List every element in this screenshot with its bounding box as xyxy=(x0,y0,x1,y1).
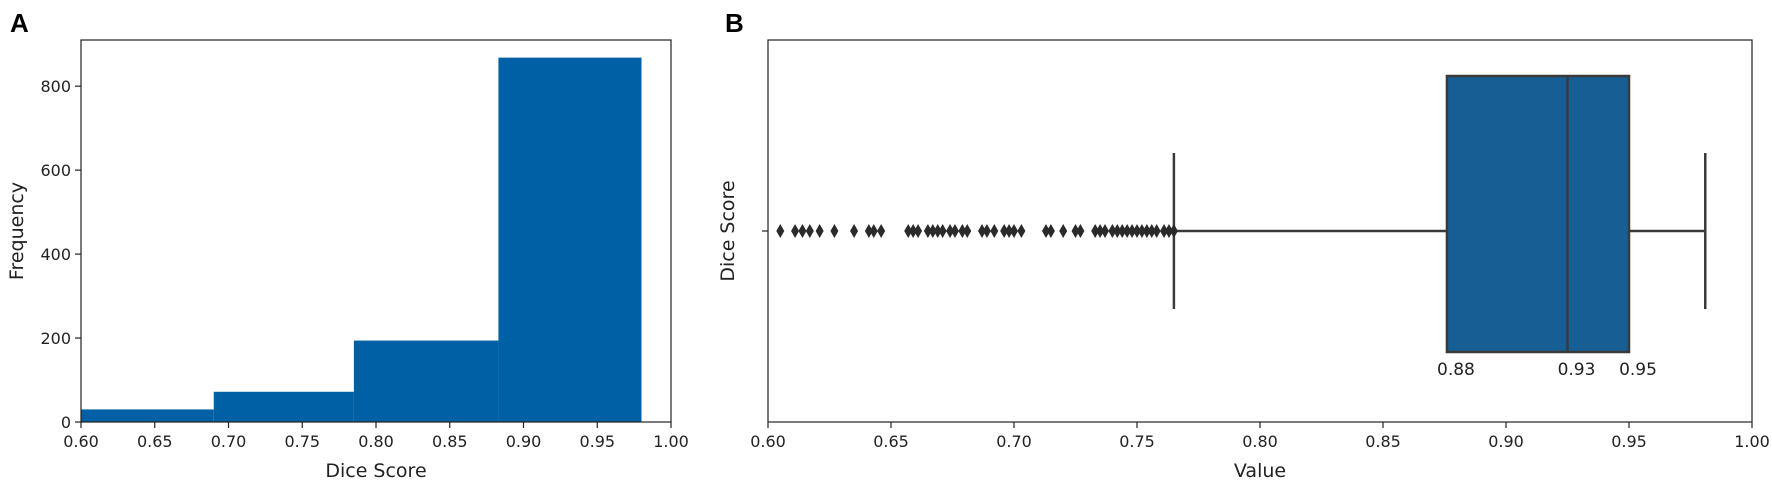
histogram-x-tick-label: 0.85 xyxy=(432,432,468,451)
boxplot-outlier-point xyxy=(830,224,839,238)
boxplot-chart: 0.60 0.65 0.70 0.75 0.80 0.85 0.90 0.95 1.00 Dic… xyxy=(717,39,1770,482)
histogram-x-tick-label: 0.95 xyxy=(579,432,615,451)
boxplot-outlier-point xyxy=(1152,224,1161,238)
boxplot-x-tick-label: 0.90 xyxy=(1488,432,1524,451)
histogram-bar xyxy=(498,57,642,422)
boxplot-outlier-point xyxy=(1101,224,1110,238)
boxplot-outlier-point xyxy=(791,224,800,238)
boxplot-outlier-point xyxy=(815,224,824,238)
boxplot-outlier-point xyxy=(933,224,942,238)
boxplot-outlier-point xyxy=(1017,224,1026,238)
boxplot-outlier-point xyxy=(904,224,913,238)
boxplot-outlier-point xyxy=(864,224,873,238)
boxplot-stat-label: 0.88 xyxy=(1437,360,1475,380)
histogram-x-tick-label: 0.65 xyxy=(137,432,173,451)
histogram-x-tick-label: 0.75 xyxy=(284,432,320,451)
boxplot-x-tick-label: 0.85 xyxy=(1365,432,1401,451)
boxplot-outlier-point xyxy=(982,224,991,238)
boxplot-outlier-point xyxy=(950,224,959,238)
histogram-x-tick-label: 1.00 xyxy=(653,432,689,451)
boxplot-outlier-point xyxy=(1076,224,1085,238)
boxplot-outlier-point xyxy=(1113,224,1122,238)
histogram-bar xyxy=(81,409,214,422)
histogram-y-tick-label: 400 xyxy=(40,245,71,264)
histogram-y-tick-label: 600 xyxy=(40,161,71,180)
boxplot-outlier-point xyxy=(798,224,807,238)
boxplot-outlier-point xyxy=(869,224,878,238)
boxplot-annotations: 0.88 0.93 0.95 xyxy=(1437,360,1657,380)
histogram-y-tick-label: 0 xyxy=(61,413,71,432)
histogram-bar xyxy=(353,340,499,422)
boxplot-x-tick-label: 0.65 xyxy=(873,432,909,451)
boxplot-outlier-point xyxy=(1071,224,1080,238)
boxplot-outlier-point xyxy=(1118,224,1127,238)
boxplot-outlier-point xyxy=(938,224,947,238)
boxplot-outlier-point xyxy=(1005,224,1014,238)
boxplot-outlier-point xyxy=(1000,224,1009,238)
boxplot-outlier-point xyxy=(1091,224,1100,238)
boxplot-outlier-point xyxy=(1147,224,1156,238)
histogram-x-ticks: 0.60 0.65 0.70 0.75 0.80 0.85 0.90 0.95 1.00 xyxy=(63,422,689,451)
boxplot-outlier-point xyxy=(1142,224,1151,238)
boxplot-outlier-point xyxy=(946,224,955,238)
boxplot-outlier-point xyxy=(1164,224,1173,238)
boxplot-outlier-point xyxy=(928,224,937,238)
boxplot-x-tick-label: 1.00 xyxy=(1734,432,1770,451)
boxplot-outlier-point xyxy=(850,224,859,238)
boxplot-outlier-point xyxy=(963,224,972,238)
histogram-chart: 0.60 0.65 0.70 0.75 0.80 0.85 0.90 0.95 1.00 0 20… xyxy=(6,39,689,482)
boxplot-outlier-point xyxy=(1169,224,1178,238)
boxplot-outlier-point xyxy=(1059,224,1068,238)
boxplot-outlier-point xyxy=(923,224,932,238)
histogram-bars xyxy=(81,57,642,422)
boxplot-outlier-point xyxy=(1041,224,1050,238)
histogram-y-axis-label: Frequency xyxy=(6,182,28,280)
boxplot-outlier-point xyxy=(1046,224,1055,238)
boxplot-x-axis-label: Value xyxy=(1234,460,1286,482)
boxplot-outlier-point xyxy=(1160,224,1169,238)
boxplot-outlier-point xyxy=(990,224,999,238)
panel-letter-a: A xyxy=(10,8,29,38)
boxplot-x-tick-label: 0.60 xyxy=(750,432,786,451)
boxplot-stat-label: 0.93 xyxy=(1558,360,1596,380)
boxplot-y-category-label: Dice Score xyxy=(717,180,739,281)
boxplot-outlier-point xyxy=(805,224,814,238)
histogram-y-tick-label: 200 xyxy=(40,329,71,348)
boxplot-x-ticks: 0.60 0.65 0.70 0.75 0.80 0.85 0.90 0.95 1.00 xyxy=(750,422,1770,451)
boxplot-outlier-point xyxy=(1096,224,1105,238)
boxplot-stat-label: 0.95 xyxy=(1619,360,1657,380)
histogram-x-tick-label: 0.60 xyxy=(63,432,99,451)
boxplot-outlier-point xyxy=(1010,224,1018,238)
boxplot-outlier-point xyxy=(1133,224,1141,238)
boxplot-box xyxy=(1445,74,1631,354)
boxplot-outlier-point xyxy=(776,224,785,238)
boxplot-outlier-point xyxy=(1123,224,1132,238)
boxplot-outlier-point xyxy=(1137,224,1146,238)
histogram-y-ticks: 0 200 400 600 800 xyxy=(40,77,81,432)
boxplot-outlier-point xyxy=(877,224,886,238)
histogram-x-axis-label: Dice Score xyxy=(325,460,426,482)
boxplot-outliers xyxy=(776,224,1178,238)
boxplot-outlier-point xyxy=(914,224,923,238)
boxplot-x-tick-label: 0.75 xyxy=(1119,432,1155,451)
histogram-y-tick-label: 800 xyxy=(40,77,71,96)
histogram-bar xyxy=(213,391,354,422)
boxplot-outlier-point xyxy=(978,224,987,238)
boxplot-outlier-point xyxy=(909,224,918,238)
boxplot-x-tick-label: 0.95 xyxy=(1611,432,1647,451)
panel-letter-b: B xyxy=(725,8,744,38)
boxplot-marks xyxy=(1172,74,1707,354)
histogram-x-tick-label: 0.70 xyxy=(211,432,247,451)
boxplot-x-tick-label: 0.70 xyxy=(996,432,1032,451)
histogram-x-tick-label: 0.80 xyxy=(358,432,394,451)
histogram-x-tick-label: 0.90 xyxy=(506,432,542,451)
boxplot-outlier-point xyxy=(958,224,967,238)
boxplot-outlier-point xyxy=(1108,224,1117,238)
boxplot-x-tick-label: 0.80 xyxy=(1242,432,1278,451)
boxplot-outlier-point xyxy=(1128,224,1137,238)
boxplot-y-ticks: Dice Score xyxy=(717,180,768,282)
